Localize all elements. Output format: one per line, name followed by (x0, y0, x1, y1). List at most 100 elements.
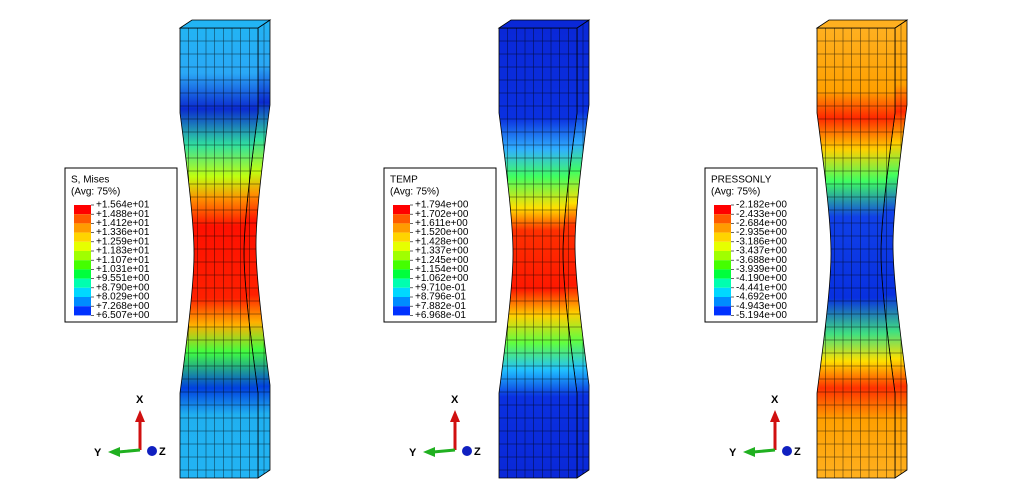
axis-z-dot (147, 446, 157, 456)
legend-label: -4.692e+00 (736, 292, 787, 303)
legend-label: +8.790e+00 (96, 282, 150, 293)
legend-label: -4.441e+00 (736, 282, 787, 293)
legend-swatch (74, 223, 91, 233)
legend-label: -3.688e+00 (736, 255, 787, 266)
axis-y-label: Y (409, 447, 417, 459)
legend-swatch (393, 232, 410, 242)
axis-z-label: Z (159, 446, 166, 458)
legend-label: +6.507e+00 (96, 310, 150, 321)
legend-swatch (393, 214, 410, 224)
legend-label: +1.337e+00 (415, 246, 469, 257)
legend-swatch (74, 278, 91, 288)
legend-swatch (393, 269, 410, 279)
specimen-top (178, 19, 272, 29)
legend-subtitle: (Avg: 75%) (390, 187, 439, 198)
legend-label: +1.259e+01 (96, 236, 150, 247)
legend-swatch (714, 297, 731, 307)
legend-label: +1.154e+00 (415, 264, 469, 275)
legend-label: +1.183e+01 (96, 246, 150, 257)
legend-swatch (393, 223, 410, 233)
legend-label: -2.935e+00 (736, 227, 787, 238)
legend-label: +1.336e+01 (96, 227, 150, 238)
legend-swatch (714, 205, 731, 215)
legend-swatch (74, 241, 91, 251)
legend-swatch (714, 269, 731, 279)
legend-swatch (393, 251, 410, 261)
legend-label: +1.611e+00 (415, 218, 468, 229)
axis-y-label: Y (729, 447, 737, 459)
legend-swatch (74, 232, 91, 242)
legend-swatch (74, 287, 91, 297)
axis-x-head (770, 410, 780, 422)
legend-swatch (393, 278, 410, 288)
legend-label: -3.186e+00 (736, 236, 787, 247)
legend-label: +8.029e+00 (96, 292, 150, 303)
axis-y-arrow (432, 448, 456, 454)
legend-swatch (74, 297, 91, 307)
legend-swatch (714, 260, 731, 270)
legend-swatch (714, 241, 731, 251)
legend-swatch (714, 223, 731, 233)
legend-swatch (714, 251, 731, 261)
legend-label: +1.520e+00 (415, 227, 469, 238)
legend-label: +8.796e-01 (415, 292, 466, 303)
legend-swatch (714, 232, 731, 242)
axis-y-arrow (752, 448, 776, 454)
legend-label: +1.564e+01 (96, 200, 150, 211)
axis-x-label: X (136, 394, 144, 406)
legend-label: -4.190e+00 (736, 273, 787, 284)
axis-x-head (450, 410, 460, 422)
axis-y-head (108, 447, 120, 457)
legend-swatch (393, 260, 410, 270)
axis-x-label: X (771, 394, 779, 406)
legend-swatch (74, 306, 91, 316)
axis-y-label: Y (94, 447, 102, 459)
legend-label: -5.194e+00 (736, 310, 787, 321)
axis-x-head (135, 410, 145, 422)
axis-x-label: X (451, 394, 459, 406)
legend-label: +1.107e+01 (96, 255, 150, 266)
legend-swatch (714, 306, 731, 316)
axis-y-head (743, 447, 755, 457)
legend-subtitle: (Avg: 75%) (71, 187, 120, 198)
legend-label: +7.882e-01 (415, 301, 466, 312)
legend-label: -2.684e+00 (736, 218, 787, 229)
legend-label: +1.245e+00 (415, 255, 469, 266)
legend-title: TEMP (390, 175, 418, 186)
axis-z-dot (782, 446, 792, 456)
axis-y-head (423, 447, 435, 457)
legend-label: +1.794e+00 (415, 200, 469, 211)
legend-swatch (74, 260, 91, 270)
legend-swatch (74, 251, 91, 261)
specimen-top (497, 19, 591, 29)
legend-label: +9.710e-01 (415, 282, 466, 293)
legend-label: -2.433e+00 (736, 209, 787, 220)
legend-label: +1.412e+01 (96, 218, 150, 229)
legend-label: -3.939e+00 (736, 264, 787, 275)
legend-label: +1.702e+00 (415, 209, 469, 220)
legend-label: +1.062e+00 (415, 273, 469, 284)
legend-label: +9.551e+00 (96, 273, 150, 284)
legend-label: +1.428e+00 (415, 236, 469, 247)
legend-swatch (714, 287, 731, 297)
specimen-front (816, 27, 896, 479)
legend-swatch (393, 287, 410, 297)
legend-label: +1.031e+01 (96, 264, 150, 275)
legend-label: -4.943e+00 (736, 301, 787, 312)
legend-swatch (393, 241, 410, 251)
legend-swatch (74, 205, 91, 215)
legend-swatch (74, 269, 91, 279)
specimen-front (179, 27, 259, 479)
legend-label: -3.437e+00 (736, 246, 787, 257)
axis-y-arrow (117, 448, 141, 454)
legend-swatch (714, 214, 731, 224)
axis-z-label: Z (474, 446, 481, 458)
legend-title: S, Mises (71, 175, 109, 186)
specimen-top (815, 19, 909, 29)
legend-swatch (74, 214, 91, 224)
legend-swatch (393, 205, 410, 215)
legend-swatch (393, 306, 410, 316)
axis-z-dot (462, 446, 472, 456)
